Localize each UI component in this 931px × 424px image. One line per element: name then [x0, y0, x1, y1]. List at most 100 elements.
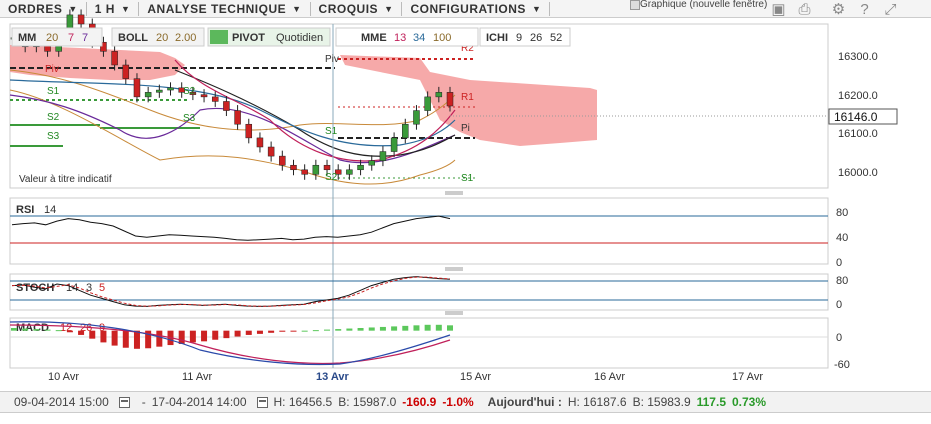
candle-body — [77, 14, 85, 25]
legend-name: MME — [361, 32, 387, 44]
today-change: 117.5 — [696, 395, 726, 409]
legend-ichi[interactable] — [479, 27, 571, 47]
price-tick: 16000.0 — [838, 167, 878, 179]
macd-histogram-bar — [78, 330, 85, 335]
range-change-pct: -1.0% — [442, 395, 474, 409]
macd-histogram-bar — [22, 328, 29, 331]
chevron-down-icon: ▼ — [384, 3, 394, 14]
macd-histogram-bar — [223, 330, 230, 339]
candle-body — [100, 41, 107, 52]
macd-histogram-bar — [402, 325, 409, 331]
legend-mm[interactable] — [11, 27, 103, 47]
help-icon[interactable]: ? — [860, 1, 869, 18]
macd-tick: 0 — [836, 332, 842, 344]
range-start-date[interactable]: 09-04-2014 15:00 — [14, 395, 109, 409]
macd-histogram-bar — [111, 330, 118, 346]
gear-icon[interactable]: ⚙ — [831, 1, 846, 18]
legend-name: MACD — [16, 322, 49, 334]
macd-histogram-bar — [89, 330, 96, 339]
range-end-date[interactable]: 17-04-2014 14:00 — [151, 395, 247, 409]
legend-param: 20 — [156, 32, 168, 44]
macd-histogram-bar — [447, 325, 453, 331]
candle-body — [290, 164, 297, 171]
menu-croquis[interactable]: CROQUIS ▼ — [311, 1, 403, 16]
macd-histogram-bar — [379, 326, 386, 331]
legend-param: 14 — [44, 204, 56, 216]
ichimoku-cloud-right — [340, 55, 597, 146]
legend-name: ICHI — [486, 32, 508, 44]
candle-body — [223, 101, 230, 111]
legend-param: 34 — [413, 32, 425, 44]
rsi-legend[interactable]: RSI 14 — [16, 204, 56, 216]
menu-label: CONFIGURATIONS — [410, 1, 526, 16]
macd-histogram-bar — [122, 330, 129, 348]
pivot-labels: Piv S1 S2 S3 S2 S3 Piv S1 S2 R2 R1 Pi S1 — [45, 43, 474, 184]
legend-param: 13 — [394, 32, 406, 44]
legend-param: 5 — [99, 282, 105, 294]
ema-13 — [174, 59, 456, 162]
range-change: -160.9 — [402, 395, 437, 409]
candle-body — [245, 123, 253, 139]
macd-histogram-bar — [189, 330, 196, 343]
expand-icon[interactable]: ⤢ — [884, 1, 897, 18]
menu-configurations[interactable]: CONFIGURATIONS ▼ — [402, 1, 551, 16]
candle-body — [200, 94, 208, 98]
pivot-label: S1 — [47, 86, 60, 97]
stoch-axis: 80 0 — [836, 275, 848, 311]
time-axis: 10 Avr 11 Avr 13 Avr 15 Avr 16 Avr 17 Av… — [48, 371, 763, 383]
candle-body — [379, 151, 387, 161]
candle-body — [446, 92, 454, 107]
candle-body — [413, 110, 420, 125]
image-icon[interactable]: ▣ — [771, 1, 786, 18]
calendar-icon[interactable] — [256, 396, 268, 408]
candle-body — [267, 146, 275, 157]
candle-body — [346, 169, 353, 175]
candle-body — [144, 92, 152, 98]
today-high: H: 16187.6 — [567, 395, 627, 409]
stoch-tick: 80 — [836, 275, 848, 287]
legend-pivot[interactable] — [207, 27, 331, 47]
new-window-icon[interactable] — [630, 0, 640, 10]
pivot-label: Piv — [325, 54, 339, 65]
calendar-icon[interactable] — [118, 396, 130, 408]
candle-body — [167, 87, 174, 91]
legend-param: 20 — [46, 32, 58, 44]
current-price-label: 16146.0 — [834, 110, 878, 124]
rsi-panel — [9, 197, 829, 265]
candle-body — [323, 164, 331, 171]
ema-100 — [174, 69, 456, 157]
candle-body — [189, 92, 197, 95]
legend-name: PIVOT — [232, 32, 265, 44]
rsi-tick: 80 — [836, 207, 848, 219]
menu-analyse-technique[interactable]: ANALYSE TECHNIQUE ▼ — [139, 1, 311, 16]
macd-histogram-bar — [156, 330, 163, 347]
menu-label: CROQUIS — [318, 1, 379, 16]
menu-label: 1 H — [94, 1, 115, 16]
top-menu-bar: ORDRES ▼ 1 H ▼ ANALYSE TECHNIQUE ▼ CROQUIS ▼… — [0, 0, 931, 18]
menu-ordres[interactable]: ORDRES ▼ — [0, 1, 87, 16]
today-label: Aujourd'hui : — [487, 395, 562, 409]
pivot-label: S3 — [183, 113, 196, 124]
chevron-down-icon: ▼ — [531, 3, 542, 14]
macd-histogram-bar — [44, 329, 51, 331]
today-low: B: 15983.9 — [632, 395, 691, 409]
menu-timeframe[interactable]: 1 H ▼ — [87, 1, 140, 16]
legend-boll[interactable] — [111, 27, 205, 47]
legend-mme[interactable] — [335, 27, 479, 47]
today-change-pct: 0.73% — [732, 395, 767, 409]
macd-histogram-bar — [178, 330, 185, 344]
candle-body — [402, 123, 409, 139]
price-tick: 16200.0 — [838, 90, 878, 102]
print-icon[interactable]: ⎙ — [798, 1, 811, 18]
rsi-tick: 40 — [836, 232, 848, 244]
candlesticks — [10, 9, 454, 180]
current-price-box — [828, 108, 898, 125]
new-window-link[interactable]: Graphique (nouvelle fenêtre) — [640, 0, 768, 10]
legend-param: Quotidien — [276, 32, 323, 44]
panel-resize-grips[interactable] — [445, 191, 463, 315]
ichimoku-cloud-left — [10, 45, 185, 80]
legend-name: BOLL — [118, 32, 148, 44]
macd-histogram-bar — [279, 330, 286, 332]
candle-body — [111, 51, 118, 66]
